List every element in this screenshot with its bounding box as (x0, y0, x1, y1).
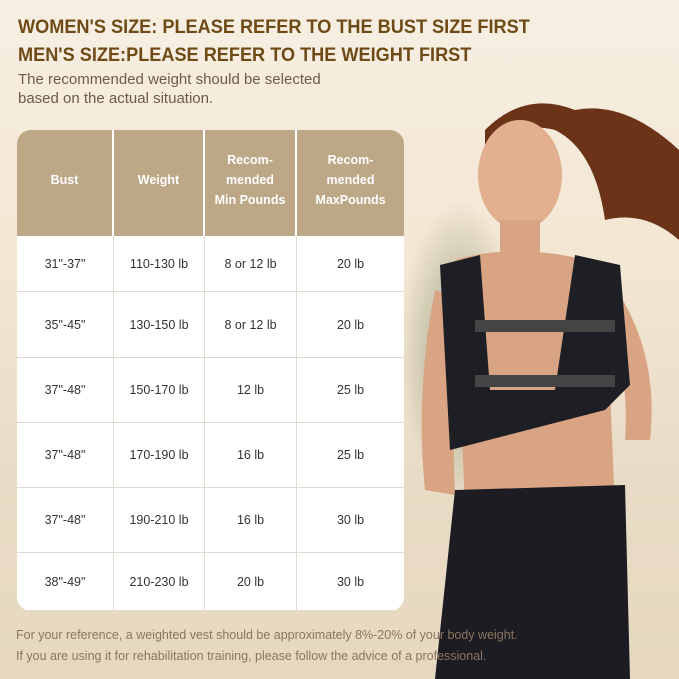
cell-min-pounds: 20 lb (205, 553, 297, 610)
cell-max-pounds: 25 lb (336, 383, 365, 397)
cell-min-pounds: 8 or 12 lb (205, 292, 297, 357)
cell-bust: 31"-37" (17, 236, 114, 291)
header-max-pounds: Recom- mended MaxPounds (315, 153, 386, 207)
cell-weight: 130-150 lb (114, 292, 205, 357)
cell-max-pounds: 30 lb (336, 574, 365, 589)
cell-min-pounds: 12 lb (205, 358, 297, 422)
cell-weight: 210-230 lb (114, 553, 205, 610)
cell-min-pounds: 16 lb (205, 488, 297, 552)
weighted-vest (440, 255, 630, 450)
cell-min-pounds: 8 or 12 lb (205, 236, 297, 291)
cell-bust: 37"-48" (17, 358, 114, 422)
leggings (435, 485, 630, 679)
table-row: 31"-37" 110-130 lb 8 or 12 lb 20 lb (17, 236, 404, 292)
footer-note-1: For your reference, a weighted vest shou… (16, 628, 518, 642)
cell-bust: 37"-48" (17, 423, 114, 487)
cell-max-pounds: 30 lb (336, 513, 365, 527)
face (478, 120, 562, 230)
footer-note-2: If you are using it for rehabilitation t… (16, 649, 487, 663)
table-row: 37"-48" 150-170 lb 12 lb 25 lb (17, 358, 404, 423)
heading-men: MEN'S SIZE:PLEASE REFER TO THE WEIGHT FI… (18, 44, 472, 66)
header-min-pounds: Recom- mended Min Pounds (205, 130, 297, 236)
table-row: 37"-48" 170-190 lb 16 lb 25 lb (17, 423, 404, 488)
cell-max-pounds: 20 lb (336, 317, 365, 332)
model-photo (421, 103, 679, 679)
subtitle: The recommended weight should be selecte… (18, 71, 321, 107)
cell-bust: 37"-48" (17, 488, 114, 552)
cell-max-pounds: 20 lb (336, 256, 365, 271)
table-header-row: Bust Weight Recom- mended Min Pounds Rec… (17, 130, 404, 236)
table-row: 37"-48" 190-210 lb 16 lb 30 lb (17, 488, 404, 553)
vest-strap (475, 375, 615, 387)
cell-weight: 190-210 lb (114, 488, 205, 552)
header-weight: Weight (114, 130, 205, 236)
cell-min-pounds: 16 lb (205, 423, 297, 487)
header-bust: Bust (17, 130, 114, 236)
heading-women: WOMEN'S SIZE: PLEASE REFER TO THE BUST S… (18, 16, 530, 38)
cell-weight: 170-190 lb (114, 423, 205, 487)
cell-bust: 38"-49" (17, 553, 114, 610)
cell-bust: 35"-45" (17, 292, 114, 357)
cell-weight: 150-170 lb (114, 358, 205, 422)
vest-strap (475, 320, 615, 332)
cell-weight: 110-130 lb (114, 236, 205, 291)
size-table: Bust Weight Recom- mended Min Pounds Rec… (17, 130, 404, 611)
hair (485, 103, 679, 240)
table-row: 38"-49" 210-230 lb 20 lb 30 lb (17, 553, 404, 611)
table-row: 35"-45" 130-150 lb 8 or 12 lb 20 lb (17, 292, 404, 358)
cell-max-pounds: 25 lb (336, 448, 365, 462)
